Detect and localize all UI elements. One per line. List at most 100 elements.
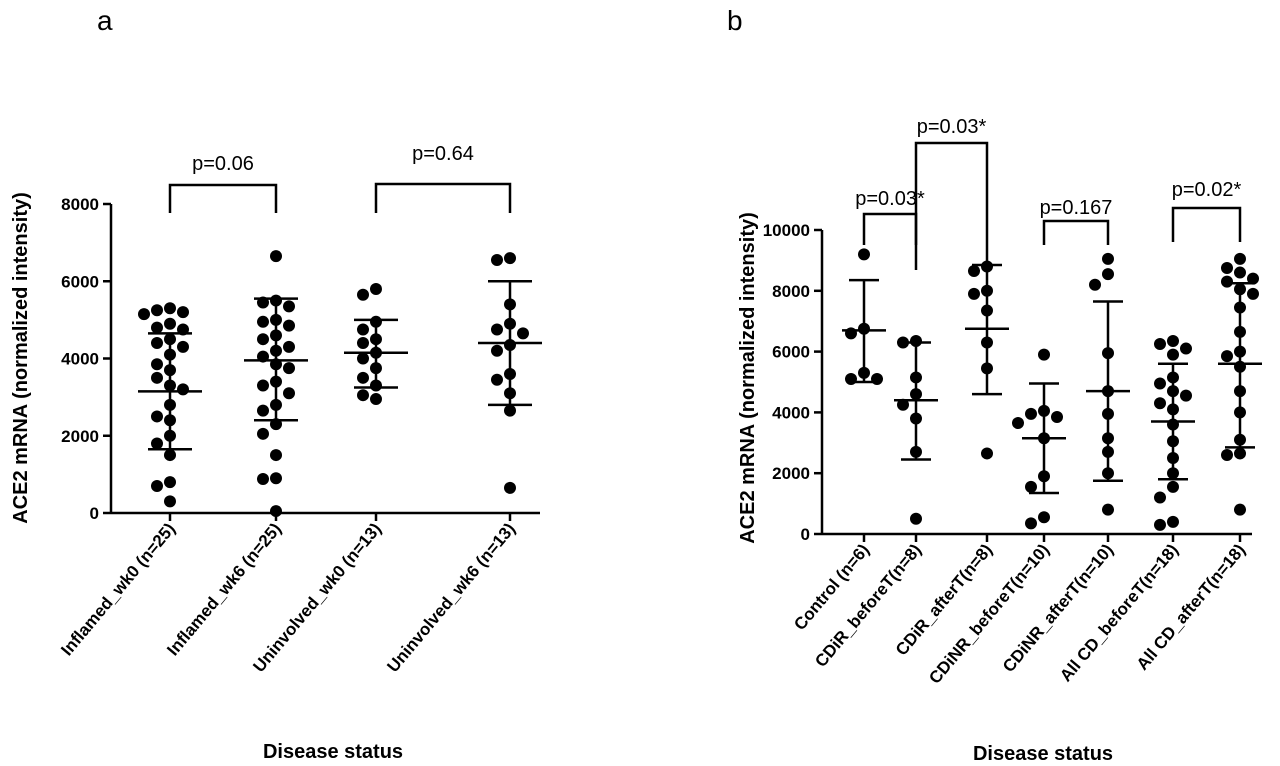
y-tick-label: 0 bbox=[801, 525, 810, 544]
p-value-label: p=0.03* bbox=[855, 188, 925, 210]
data-point bbox=[151, 479, 163, 492]
x-category-label: Inflamed_wk6 (n=25) bbox=[163, 519, 285, 659]
data-point bbox=[504, 252, 516, 265]
data-point bbox=[491, 254, 503, 267]
x-category-label: CDiNR_afterT(n=10) bbox=[999, 540, 1117, 676]
data-point bbox=[1167, 334, 1179, 347]
y-tick-label: 8000 bbox=[61, 195, 99, 214]
x-category-label: Uninvolved_wk6 (n=13) bbox=[383, 519, 519, 676]
y-axis-title: ACE2 mRNA (normalized intensity) bbox=[737, 212, 759, 544]
data-point bbox=[151, 410, 163, 423]
data-point bbox=[257, 315, 269, 328]
y-tick-label: 8000 bbox=[772, 282, 810, 301]
data-point bbox=[283, 387, 295, 400]
data-point bbox=[177, 340, 189, 353]
data-point bbox=[151, 358, 163, 371]
data-point bbox=[257, 427, 269, 440]
data-point bbox=[491, 323, 503, 336]
data-point bbox=[1154, 518, 1166, 531]
data-point bbox=[1154, 397, 1166, 410]
data-point bbox=[151, 371, 163, 384]
significance-bracket bbox=[862, 212, 918, 245]
p-value-label: p=0.167 bbox=[1040, 197, 1113, 219]
y-tick-label: 2000 bbox=[772, 464, 810, 483]
data-point bbox=[968, 265, 980, 278]
data-point bbox=[1038, 511, 1050, 524]
y-tick-label: 2000 bbox=[61, 427, 99, 446]
data-point bbox=[283, 362, 295, 375]
data-point bbox=[357, 389, 369, 402]
data-point bbox=[151, 337, 163, 350]
p-value-label: p=0.64 bbox=[412, 143, 474, 165]
data-point bbox=[1167, 480, 1179, 493]
data-point bbox=[257, 333, 269, 346]
data-point bbox=[283, 300, 295, 313]
data-point bbox=[357, 323, 369, 336]
data-point bbox=[1234, 447, 1246, 460]
y-tick-label: 0 bbox=[90, 504, 99, 523]
p-value-label: p=0.03* bbox=[917, 116, 987, 138]
data-point bbox=[257, 404, 269, 417]
data-point bbox=[1051, 410, 1063, 423]
y-tick-label: 6000 bbox=[61, 272, 99, 291]
data-point bbox=[1154, 377, 1166, 390]
data-point bbox=[1012, 417, 1024, 430]
data-point bbox=[164, 495, 176, 508]
data-point bbox=[1221, 275, 1233, 288]
data-point bbox=[357, 352, 369, 365]
panel-label-b: b bbox=[727, 5, 743, 36]
data-point bbox=[164, 317, 176, 330]
data-point bbox=[283, 340, 295, 353]
y-axis-title: ACE2 mRNA (normalized intensity) bbox=[10, 192, 32, 524]
data-point bbox=[270, 505, 282, 518]
data-point bbox=[257, 379, 269, 392]
data-point bbox=[910, 512, 922, 525]
data-point bbox=[257, 473, 269, 486]
x-axis-title: Disease status bbox=[973, 743, 1113, 765]
data-point bbox=[1154, 491, 1166, 504]
data-point bbox=[151, 304, 163, 317]
data-point bbox=[1180, 389, 1192, 402]
significance-bracket bbox=[1171, 206, 1242, 242]
data-point bbox=[1167, 515, 1179, 528]
data-point bbox=[1025, 517, 1037, 530]
data-point bbox=[1089, 278, 1101, 291]
y-tick-label: 10000 bbox=[763, 221, 810, 240]
data-point bbox=[177, 383, 189, 396]
data-point bbox=[897, 398, 909, 411]
data-point bbox=[910, 334, 922, 347]
y-tick-label: 6000 bbox=[772, 343, 810, 362]
p-value-label: p=0.02* bbox=[1172, 179, 1242, 201]
data-point bbox=[1102, 503, 1114, 516]
data-point bbox=[357, 288, 369, 301]
x-category-label: Inflamed_wk0 (n=25) bbox=[57, 519, 179, 659]
significance-bracket bbox=[914, 141, 989, 270]
x-category-label: All CD_beforeT(n=18) bbox=[1056, 540, 1182, 685]
data-point bbox=[357, 371, 369, 384]
data-point bbox=[1247, 272, 1259, 285]
data-point bbox=[1025, 480, 1037, 493]
data-point bbox=[968, 287, 980, 300]
data-point bbox=[858, 248, 870, 261]
x-axis-title: Disease status bbox=[263, 741, 403, 763]
significance-bracket bbox=[168, 183, 278, 213]
data-point bbox=[1234, 252, 1246, 265]
data-point bbox=[1102, 252, 1114, 265]
y-tick-label: 4000 bbox=[772, 403, 810, 422]
y-tick-label: 4000 bbox=[61, 350, 99, 369]
data-point bbox=[1234, 503, 1246, 516]
data-point bbox=[1221, 448, 1233, 461]
significance-bracket bbox=[374, 182, 512, 213]
data-point bbox=[270, 449, 282, 462]
data-point bbox=[270, 472, 282, 485]
chart-panel-a: 0 2000 4000 6000 8000 Inflamed_wk0 (n=25)Infl… bbox=[10, 143, 542, 763]
significance-bracket bbox=[1042, 219, 1110, 245]
data-point bbox=[164, 476, 176, 489]
data-point bbox=[370, 393, 382, 406]
data-point bbox=[1247, 287, 1259, 300]
data-point bbox=[1167, 348, 1179, 361]
data-point bbox=[1025, 407, 1037, 420]
data-point bbox=[1038, 348, 1050, 361]
data-point bbox=[491, 373, 503, 386]
